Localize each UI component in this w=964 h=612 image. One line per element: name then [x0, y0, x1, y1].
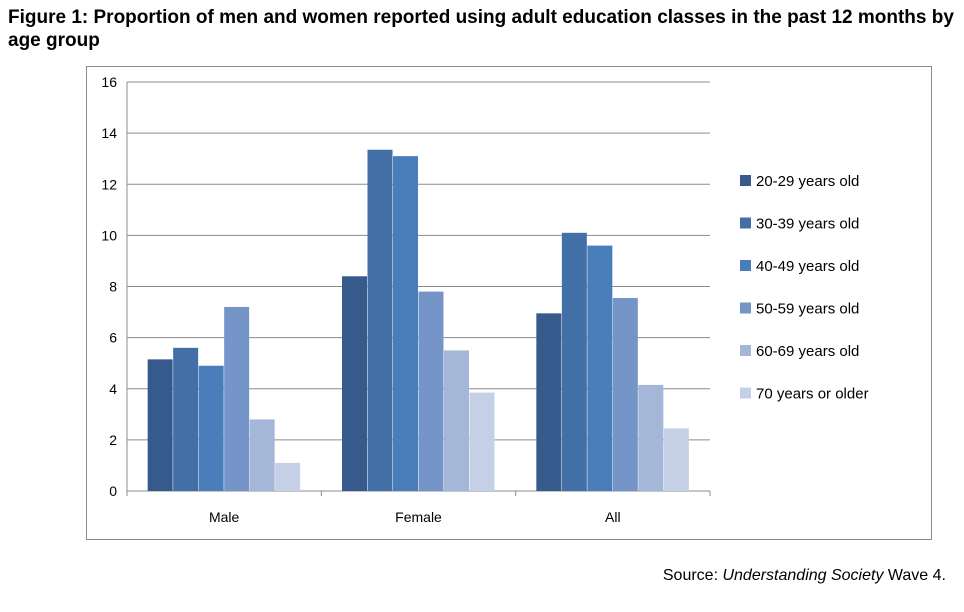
legend-swatch	[740, 302, 751, 314]
bar	[342, 276, 367, 491]
legend-label: 70 years or older	[756, 386, 869, 403]
legend-label: 30-39 years old	[756, 216, 859, 233]
legend-label: 50-59 years old	[756, 301, 859, 318]
legend-label: 40-49 years old	[756, 258, 859, 275]
source-suffix: Wave 4.	[883, 567, 946, 584]
y-tick-label: 8	[109, 279, 117, 295]
source-prefix: Source:	[662, 567, 723, 584]
y-tick-label: 2	[109, 432, 117, 448]
bar	[561, 232, 587, 491]
legend-swatch	[740, 260, 751, 271]
y-tick-label: 12	[101, 176, 117, 192]
bar	[147, 359, 173, 491]
y-tick-label: 4	[109, 381, 117, 397]
legend-swatch	[740, 345, 751, 356]
bar	[224, 306, 250, 491]
bar	[444, 350, 469, 491]
y-tick-label: 10	[101, 227, 117, 243]
bar	[173, 347, 199, 491]
legend-label: 60-69 years old	[756, 343, 859, 360]
bar	[638, 384, 664, 491]
x-tick-label: All	[605, 509, 621, 525]
bar	[587, 245, 613, 491]
bar	[198, 365, 224, 491]
y-tick-label: 14	[101, 125, 117, 141]
bar	[612, 298, 638, 491]
bar	[536, 313, 562, 491]
y-tick-label: 16	[101, 74, 117, 90]
bar	[275, 462, 301, 491]
source-note: Source: Understanding Society Wave 4.	[663, 567, 946, 585]
legend-swatch	[740, 217, 751, 229]
bar	[663, 428, 689, 491]
chart-title: Figure 1: Proportion of men and women re…	[8, 7, 954, 51]
bar	[367, 149, 393, 491]
legend-swatch	[740, 175, 751, 186]
source-name: Understanding Society	[722, 567, 884, 584]
bar	[469, 392, 495, 491]
x-tick-label: Male	[209, 509, 240, 525]
y-tick-label: 0	[109, 483, 117, 499]
x-tick-label: Female	[395, 509, 442, 525]
legend-swatch	[740, 387, 751, 399]
chart-frame	[86, 66, 932, 540]
bar	[249, 419, 275, 491]
y-tick-label: 6	[109, 330, 117, 346]
bar	[418, 291, 444, 491]
bar	[393, 156, 418, 491]
legend-label: 20-29 years old	[756, 173, 859, 190]
